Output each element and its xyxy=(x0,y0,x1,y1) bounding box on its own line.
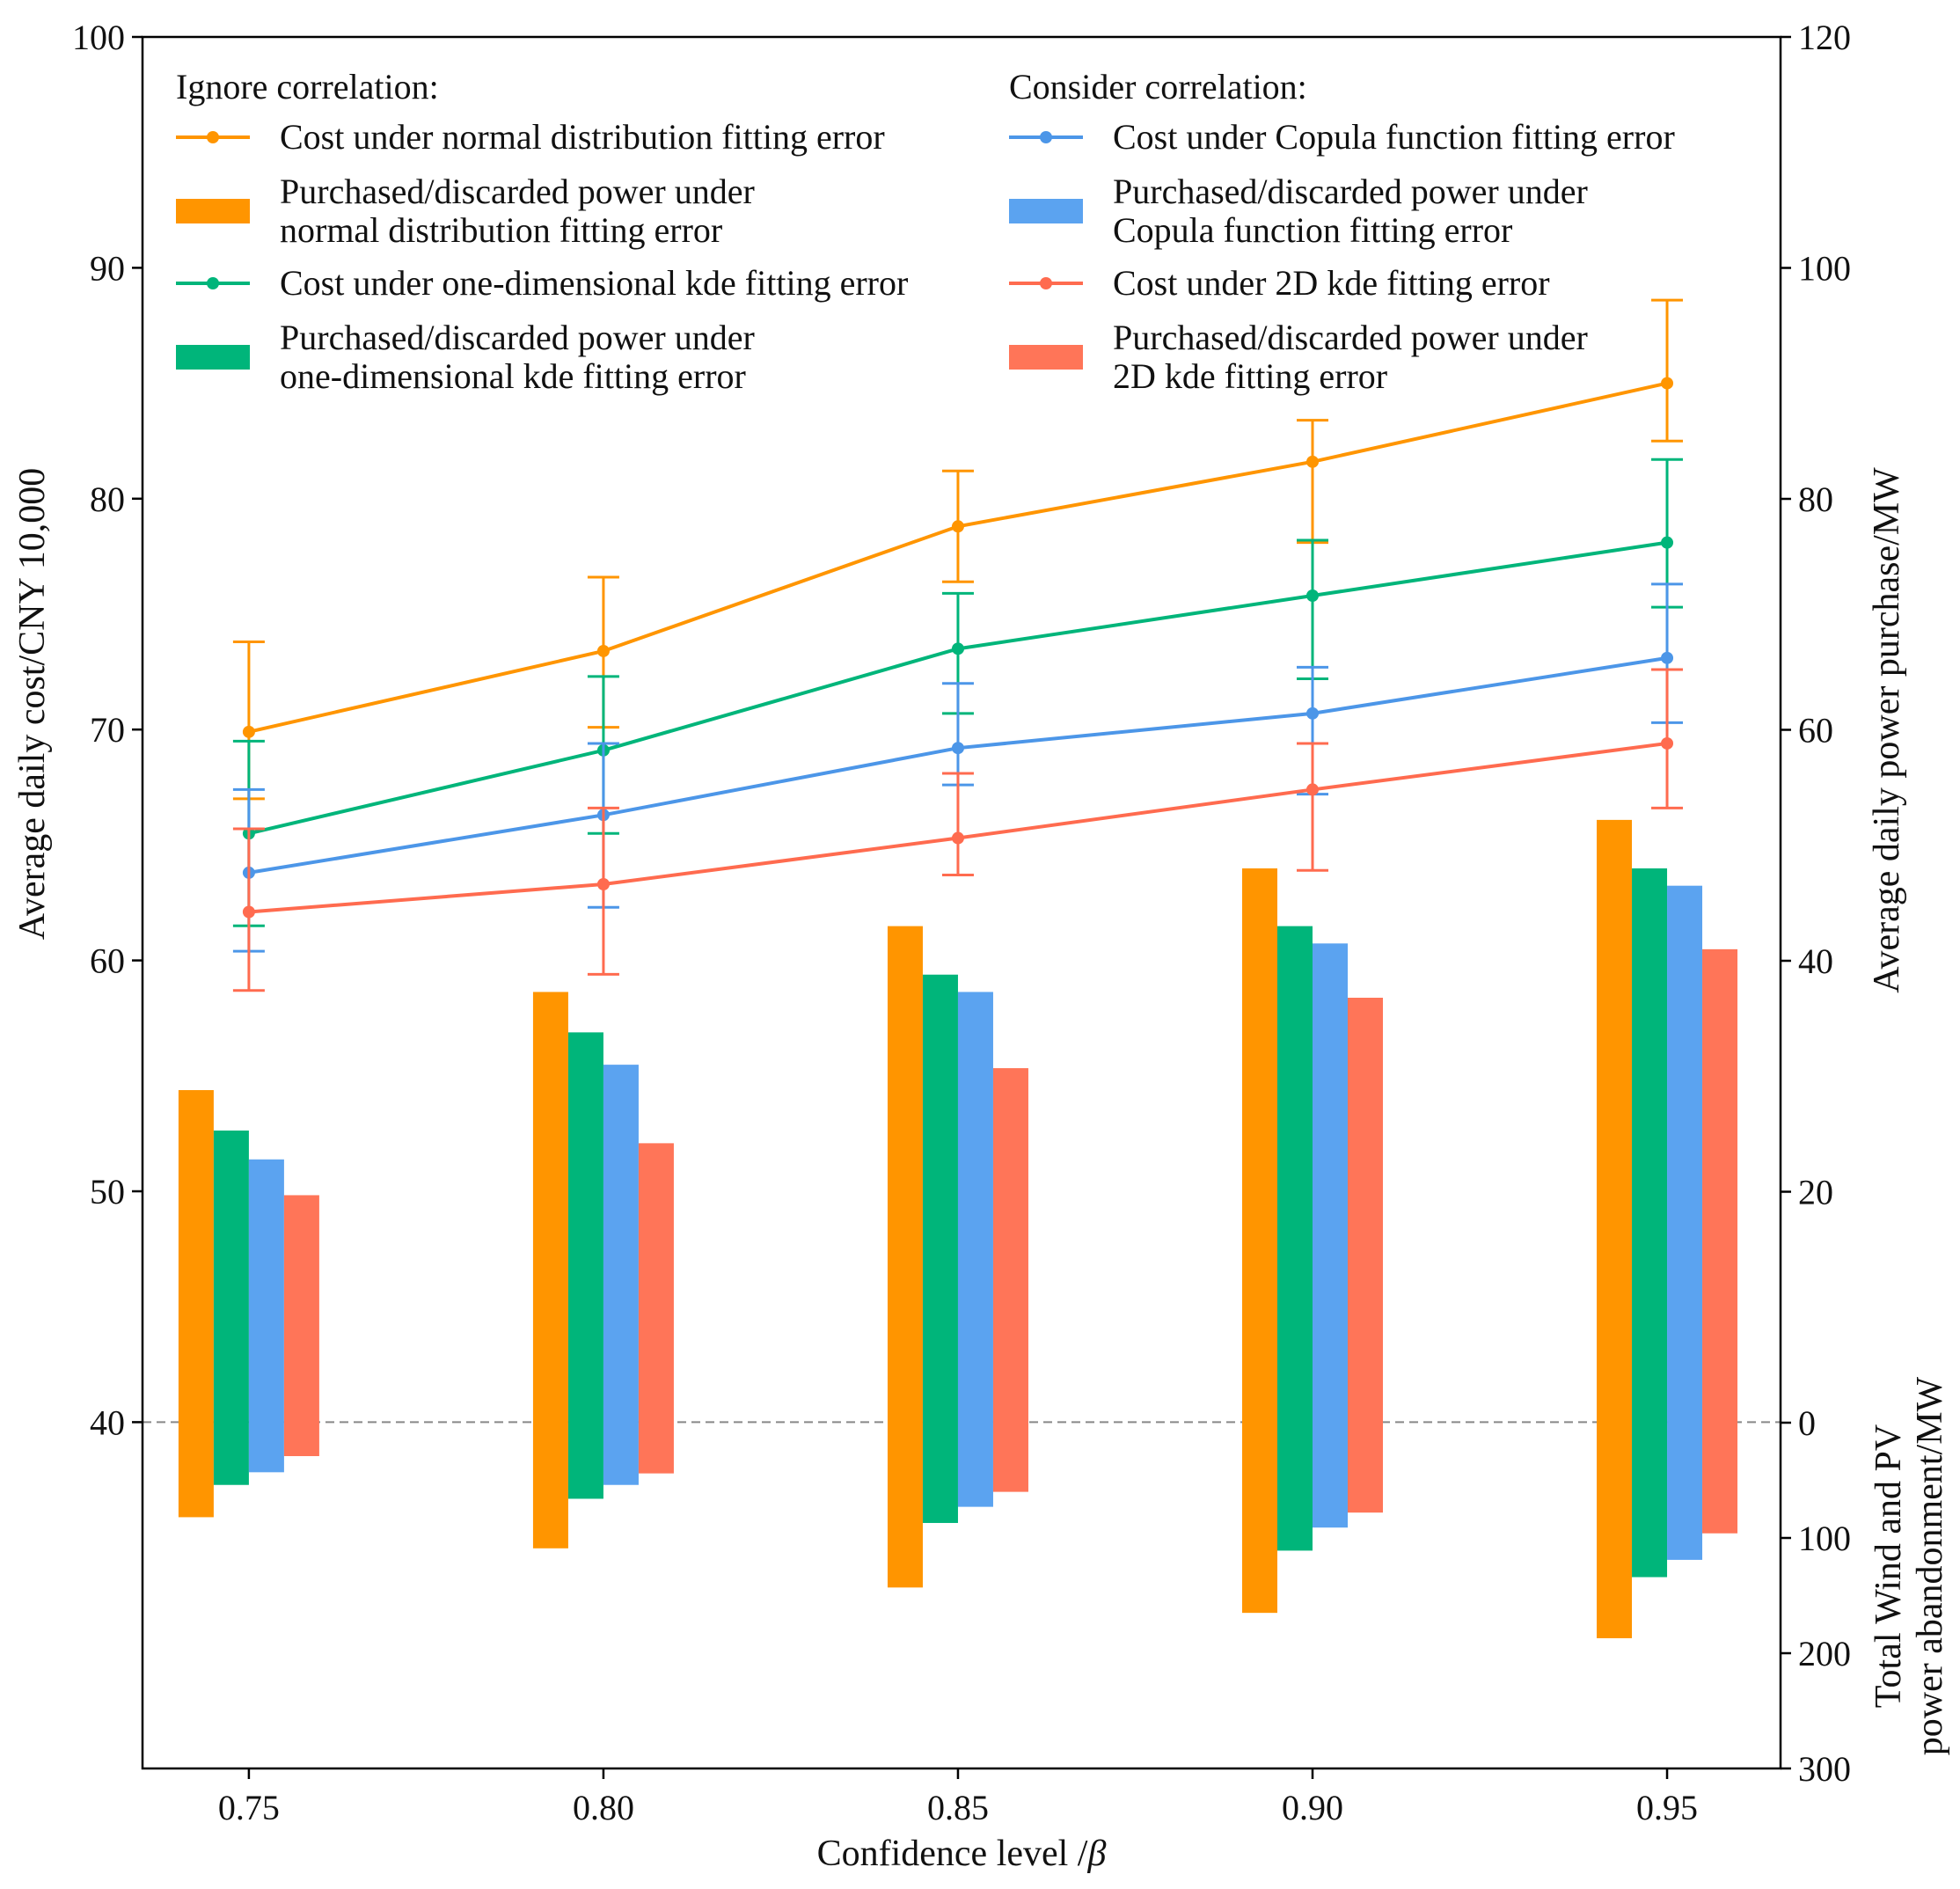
y-axis-right-bottom-label-line1: Total Wind and PV xyxy=(1869,1424,1909,1708)
data-point xyxy=(596,878,610,891)
bar xyxy=(1242,868,1277,1614)
data-point xyxy=(1306,589,1319,603)
data-point xyxy=(1661,536,1674,549)
data-point xyxy=(951,520,964,533)
legend-label: Purchased/discarded power under xyxy=(280,172,755,211)
legend-bar-swatch xyxy=(176,199,250,223)
data-point xyxy=(1661,736,1674,750)
x-tick-label: 0.90 xyxy=(1282,1788,1343,1827)
bar xyxy=(1348,998,1383,1513)
bar xyxy=(532,992,568,1549)
bar xyxy=(1667,885,1703,1560)
y-axis-right-top-label: Average daily power purchase/MW xyxy=(1867,467,1907,993)
bar xyxy=(638,1143,674,1474)
data-point xyxy=(1661,651,1674,664)
data-point xyxy=(1306,707,1319,720)
legend-label: Purchased/discarded power under xyxy=(1113,172,1588,211)
data-point xyxy=(1661,377,1674,390)
bar xyxy=(178,1090,214,1518)
y-right-bottom-tick-label: 100 xyxy=(1798,1519,1851,1558)
bar xyxy=(1277,926,1313,1551)
legend-label: normal distribution fitting error xyxy=(280,210,722,250)
legend-bar-swatch xyxy=(1009,199,1083,223)
bar xyxy=(1632,868,1668,1578)
y-left-tick-label: 70 xyxy=(90,710,125,750)
legend-bar-swatch xyxy=(176,345,250,370)
x-tick-label: 0.85 xyxy=(927,1788,989,1827)
data-point xyxy=(951,831,964,845)
legend: Ignore correlation: Consider correlation:… xyxy=(176,67,1675,396)
legend-label: Cost under normal distribution fitting e… xyxy=(280,117,885,157)
y-left-tick-label: 60 xyxy=(90,941,125,981)
bar xyxy=(992,1068,1028,1492)
legend-marker xyxy=(207,131,219,143)
x-axis-label: Confidence level /β xyxy=(817,1834,1107,1874)
data-point xyxy=(951,742,964,755)
lines-layer xyxy=(232,298,1684,992)
data-point xyxy=(951,642,964,655)
y-axis-right-bottom-label-line2: power abandonment/MW xyxy=(1910,1376,1950,1755)
y-left-tick-label: 40 xyxy=(90,1402,125,1442)
legend-label: one-dimensional kde fitting error xyxy=(280,356,746,396)
x-axis-label-text: Confidence level / xyxy=(817,1834,1088,1874)
data-point xyxy=(242,725,255,738)
x-tick-label: 0.80 xyxy=(573,1788,634,1827)
y-right-top-tick-label: 100 xyxy=(1798,249,1851,289)
y-left-tick-label: 100 xyxy=(72,18,125,57)
legend-label: Cost under 2D kde fitting error xyxy=(1113,263,1550,303)
bar xyxy=(1597,819,1633,1638)
bar xyxy=(922,974,958,1523)
legend-label: Purchased/discarded power under xyxy=(1113,318,1588,357)
y-axis-left-label: Average daily cost/CNY 10,000 xyxy=(12,468,53,941)
data-point xyxy=(242,905,255,919)
data-point xyxy=(1306,783,1319,796)
legend-label: Cost under Copula function fitting error xyxy=(1113,117,1675,157)
y-right-top-tick-label: 120 xyxy=(1798,18,1851,57)
bar xyxy=(213,1130,249,1485)
legend-label: Cost under one-dimensional kde fitting e… xyxy=(280,263,908,303)
y-left-tick-label: 80 xyxy=(90,480,125,519)
y-right-bottom-tick-label: 300 xyxy=(1798,1749,1851,1789)
bar xyxy=(567,1032,603,1499)
y-right-top-tick-label: 60 xyxy=(1798,711,1833,750)
axes-layer: 0.75 0.80 0.85 0.90 0.95 40 50 60 70 80 90 100 0 20 40… xyxy=(72,18,1851,1827)
bar xyxy=(957,992,993,1507)
y-right-bottom-tick-label: 200 xyxy=(1798,1634,1851,1673)
data-point xyxy=(596,644,610,657)
x-tick-label: 0.95 xyxy=(1636,1788,1698,1827)
bar xyxy=(283,1195,319,1456)
x-axis-label-symbol: β xyxy=(1086,1834,1106,1874)
y-right-top-tick-label: 20 xyxy=(1798,1173,1833,1212)
y-right-top-tick-label: 80 xyxy=(1798,480,1833,519)
legend-marker xyxy=(1040,131,1052,143)
legend-bar-swatch xyxy=(1009,345,1083,370)
y-left-tick-label: 90 xyxy=(90,248,125,288)
data-point xyxy=(1306,455,1319,468)
legend-heading-consider: Consider correlation: xyxy=(1009,67,1307,106)
legend-heading-ignore: Ignore correlation: xyxy=(176,67,439,106)
y-right-top-tick-label: 0 xyxy=(1798,1403,1816,1443)
legend-marker xyxy=(207,277,219,289)
bar xyxy=(1313,943,1348,1528)
bar xyxy=(1702,948,1738,1534)
bar xyxy=(248,1159,284,1473)
legend-label: Copula function fitting error xyxy=(1113,210,1512,250)
bars-layer xyxy=(143,819,1781,1638)
y-left-tick-label: 50 xyxy=(90,1172,125,1212)
bar xyxy=(887,926,923,1588)
legend-label: 2D kde fitting error xyxy=(1113,356,1387,396)
bar xyxy=(603,1065,639,1485)
legend-marker xyxy=(1040,277,1052,289)
legend-label: Purchased/discarded power under xyxy=(280,318,755,357)
x-tick-label: 0.75 xyxy=(218,1788,280,1827)
plot-frame xyxy=(141,35,1782,1770)
y-right-top-tick-label: 40 xyxy=(1798,941,1833,981)
